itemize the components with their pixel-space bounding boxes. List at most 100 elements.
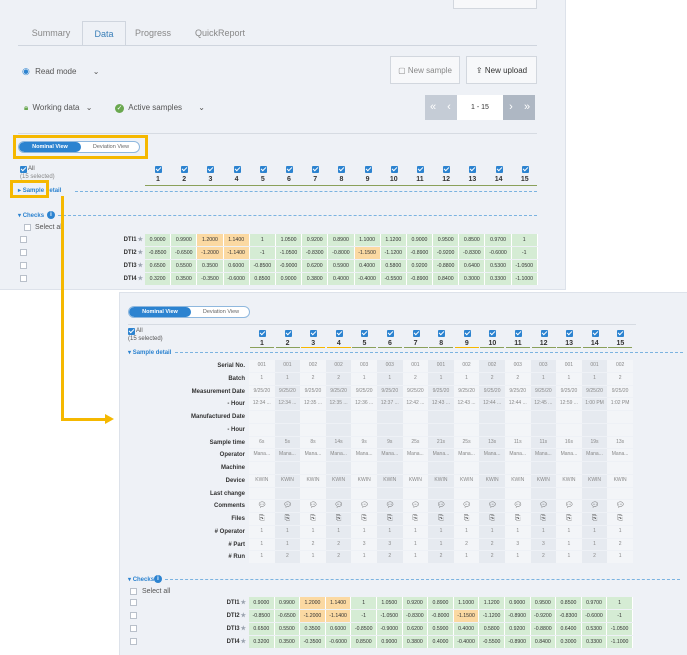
- comment-cell[interactable]: 💬︎: [402, 500, 429, 512]
- column-checkbox[interactable]: [286, 166, 293, 173]
- files-cell[interactable]: ⎘: [530, 513, 557, 525]
- view-toggle[interactable]: Nominal View Deviation View: [18, 141, 140, 153]
- check-cell[interactable]: -0.8800: [433, 260, 460, 272]
- check-cell[interactable]: -1.1500: [354, 247, 381, 259]
- check-cell[interactable]: 0.8500: [249, 273, 276, 285]
- check-cell[interactable]: 0.5800: [479, 623, 505, 635]
- column-checkbox[interactable]: [207, 166, 215, 173]
- comment-icon[interactable]: 💬︎: [282, 502, 292, 510]
- check-cell[interactable]: -0.6500: [274, 610, 301, 622]
- row-checkbox[interactable]: [130, 599, 137, 606]
- check-cell[interactable]: -0.9200: [433, 247, 460, 259]
- check-cell[interactable]: 0.6400: [459, 260, 486, 272]
- checks-select-all-checkbox[interactable]: [130, 588, 137, 595]
- comment-icon[interactable]: 💬︎: [334, 502, 344, 510]
- files-icon[interactable]: ⎘: [335, 515, 342, 522]
- comment-icon[interactable]: 💬︎: [487, 502, 497, 510]
- files-icon[interactable]: ⎘: [489, 515, 495, 522]
- comment-cell[interactable]: 💬︎: [530, 500, 557, 512]
- check-cell[interactable]: 0.5800: [380, 260, 407, 272]
- column-checkbox[interactable]: [338, 166, 346, 173]
- row-checkbox[interactable]: [130, 612, 137, 619]
- column-checkbox[interactable]: [591, 330, 599, 337]
- column-checkbox[interactable]: [181, 166, 189, 173]
- check-cell[interactable]: -0.8000: [328, 247, 355, 259]
- check-cell[interactable]: 0.9500: [530, 597, 557, 609]
- check-cell[interactable]: -1: [249, 247, 276, 259]
- files-cell[interactable]: ⎘: [376, 513, 403, 525]
- check-cell[interactable]: 0.8400: [433, 273, 460, 285]
- column-checkbox[interactable]: [259, 166, 267, 173]
- check-cell[interactable]: -0.9000: [376, 623, 403, 635]
- row-checkbox[interactable]: [20, 236, 27, 243]
- check-cell[interactable]: -0.8500: [249, 610, 275, 622]
- check-cell[interactable]: 0.3800: [302, 273, 329, 285]
- check-cell[interactable]: -1.2000: [300, 610, 326, 622]
- check-cell[interactable]: 0.3500: [171, 273, 198, 285]
- check-cell[interactable]: 1.1400: [325, 597, 352, 609]
- check-cell[interactable]: 1.2000: [300, 597, 326, 609]
- check-cell[interactable]: 1.2000: [197, 234, 224, 246]
- check-cell[interactable]: 0.6400: [556, 623, 582, 635]
- star-icon[interactable]: ★: [137, 276, 143, 282]
- check-cell[interactable]: -1.0500: [511, 260, 538, 272]
- check-cell[interactable]: 1: [607, 597, 633, 609]
- check-cell[interactable]: -0.8900: [504, 610, 531, 622]
- check-cell[interactable]: 0.3800: [402, 636, 429, 648]
- files-cell[interactable]: ⎘: [249, 513, 275, 525]
- files-cell[interactable]: ⎘: [581, 513, 608, 525]
- check-cell[interactable]: 0.6200: [302, 260, 329, 272]
- check-cell[interactable]: 0.9900: [274, 597, 301, 609]
- check-cell[interactable]: -0.8900: [406, 273, 434, 285]
- check-cell[interactable]: 0.3500: [197, 260, 224, 272]
- check-cell[interactable]: -1.1000: [607, 636, 633, 648]
- check-cell[interactable]: -0.3500: [197, 273, 224, 285]
- pager-prev-button[interactable]: ‹: [441, 95, 457, 120]
- files-cell[interactable]: ⎘: [556, 513, 582, 525]
- star-icon[interactable]: ★: [240, 613, 246, 619]
- comment-cell[interactable]: 💬︎: [300, 500, 326, 512]
- check-cell[interactable]: 0.8500: [459, 234, 486, 246]
- column-checkbox[interactable]: [364, 166, 372, 173]
- check-cell[interactable]: -1.0500: [607, 623, 633, 635]
- check-cell[interactable]: -0.8300: [459, 247, 486, 259]
- files-cell[interactable]: ⎘: [453, 513, 480, 525]
- column-checkbox[interactable]: [469, 166, 477, 173]
- files-icon[interactable]: ⎘: [258, 515, 265, 522]
- check-cell[interactable]: 1.0500: [376, 597, 403, 609]
- check-cell[interactable]: -0.3500: [300, 636, 326, 648]
- check-cell[interactable]: -1.1400: [325, 610, 352, 622]
- check-cell[interactable]: -0.4000: [354, 273, 381, 285]
- check-cell[interactable]: 0.8400: [530, 636, 557, 648]
- check-cell[interactable]: -0.6500: [171, 247, 198, 259]
- files-cell[interactable]: ⎘: [607, 513, 633, 525]
- deviation-view-option[interactable]: Deviation View: [202, 309, 240, 315]
- comment-cell[interactable]: 💬︎: [504, 500, 531, 512]
- check-cell[interactable]: -0.8800: [530, 623, 557, 635]
- check-cell[interactable]: 1.1200: [479, 597, 505, 609]
- check-cell[interactable]: -0.8000: [428, 610, 454, 622]
- row-checkbox[interactable]: [130, 625, 137, 632]
- check-cell[interactable]: -1.0500: [275, 247, 303, 259]
- check-cell[interactable]: 0.9000: [249, 597, 275, 609]
- check-cell[interactable]: 1: [249, 234, 276, 246]
- check-cell[interactable]: 0.6200: [402, 623, 429, 635]
- check-cell[interactable]: -0.8900: [504, 636, 531, 648]
- files-icon[interactable]: ⎘: [386, 515, 393, 522]
- check-cell[interactable]: 0.9200: [406, 260, 434, 272]
- check-cell[interactable]: 0.4000: [428, 636, 454, 648]
- pager-first-button[interactable]: «: [425, 95, 441, 120]
- column-checkbox[interactable]: [387, 330, 394, 337]
- star-icon[interactable]: ★: [137, 263, 143, 269]
- check-cell[interactable]: 0.5900: [428, 623, 454, 635]
- check-cell[interactable]: 0.3200: [145, 273, 172, 285]
- check-cell[interactable]: -0.6000: [485, 247, 512, 259]
- column-checkbox[interactable]: [259, 330, 266, 337]
- pager-last-button[interactable]: »: [519, 95, 535, 120]
- column-checkbox[interactable]: [284, 330, 292, 337]
- star-icon[interactable]: ★: [137, 237, 143, 243]
- comment-icon[interactable]: 💬︎: [385, 502, 395, 510]
- check-cell[interactable]: -0.6000: [325, 636, 352, 648]
- comment-cell[interactable]: 💬︎: [351, 500, 377, 512]
- comment-cell[interactable]: 💬︎: [274, 500, 301, 512]
